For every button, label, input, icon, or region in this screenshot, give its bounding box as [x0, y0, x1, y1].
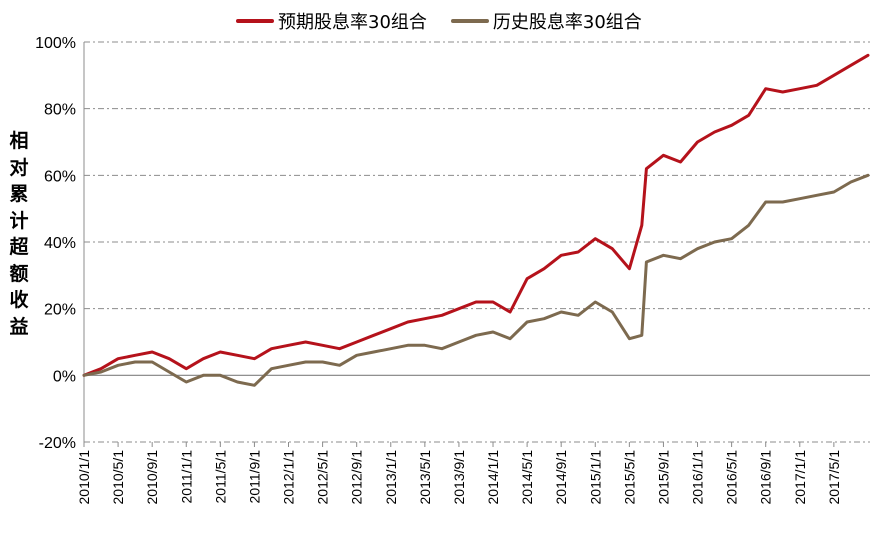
y-tick-label: 20%: [44, 302, 76, 319]
legend-swatch-series-1: [236, 19, 274, 23]
x-tick-label: 2016/1/1: [690, 450, 706, 505]
legend-label-series-2: 历史股息率30组合: [492, 12, 642, 33]
legend-item-series-2: 历史股息率30组合: [450, 8, 642, 34]
y-tick-label: 60%: [44, 168, 76, 185]
x-tick-label: 2010/1/1: [76, 450, 92, 505]
x-tick-label: 2014/9/1: [553, 450, 569, 505]
y-axis-label-char: 计: [9, 209, 29, 232]
y-axis-label-char: 超: [9, 236, 29, 258]
x-tick-label: 2010/9/1: [144, 450, 160, 505]
y-tick-label: -20%: [39, 435, 76, 452]
x-tick-label: 2011/9/1: [246, 450, 262, 504]
x-tick-label: 2013/9/1: [451, 450, 467, 505]
x-tick-label: 2016/9/1: [758, 450, 774, 505]
y-axis-label: 相对累计超额收益: [8, 128, 30, 340]
x-tick-label: 2012/9/1: [349, 450, 365, 505]
x-tick-label: 2011/5/1: [212, 450, 228, 504]
legend-item-series-1: 预期股息率30组合: [236, 8, 427, 34]
x-tick-label: 2010/5/1: [110, 450, 126, 505]
y-axis-label-char: 收: [9, 289, 29, 311]
x-tick-label: 2014/5/1: [519, 450, 535, 505]
y-tick-label: 40%: [44, 235, 76, 252]
x-tick-label: 2015/1/1: [587, 450, 603, 505]
legend: 预期股息率30组合 历史股息率30组合: [236, 8, 666, 34]
y-axis-label-char: 对: [9, 156, 29, 179]
x-tick-label: 2016/5/1: [724, 450, 740, 505]
x-tick-label: 2013/1/1: [383, 450, 399, 505]
x-tick-label: 2012/5/1: [315, 450, 331, 505]
x-tick-label: 2017/1/1: [792, 450, 808, 505]
legend-label-series-1: 预期股息率30组合: [278, 12, 427, 33]
legend-swatch-series-2: [450, 19, 489, 23]
y-tick-label: 80%: [44, 102, 76, 119]
y-axis-label-char: 益: [9, 315, 29, 338]
y-tick-label: 0%: [53, 368, 76, 385]
y-tick-label: 100%: [35, 35, 76, 52]
series-line-1: [82, 53, 870, 377]
x-tick-label: 2013/5/1: [417, 450, 433, 505]
y-axis-label-char: 额: [9, 262, 29, 285]
x-tick-label: 2011/1/1: [178, 450, 194, 504]
x-tick-label: 2015/5/1: [621, 450, 637, 505]
x-tick-label: 2017/5/1: [826, 450, 842, 505]
x-tick-label: 2014/1/1: [485, 450, 501, 505]
y-axis-label-char: 累: [9, 183, 29, 205]
x-tick-label: 2015/9/1: [655, 450, 671, 505]
x-tick-label: 2012/1/1: [281, 450, 297, 505]
series-line-2: [82, 173, 870, 387]
y-axis-label-char: 相: [9, 130, 29, 152]
